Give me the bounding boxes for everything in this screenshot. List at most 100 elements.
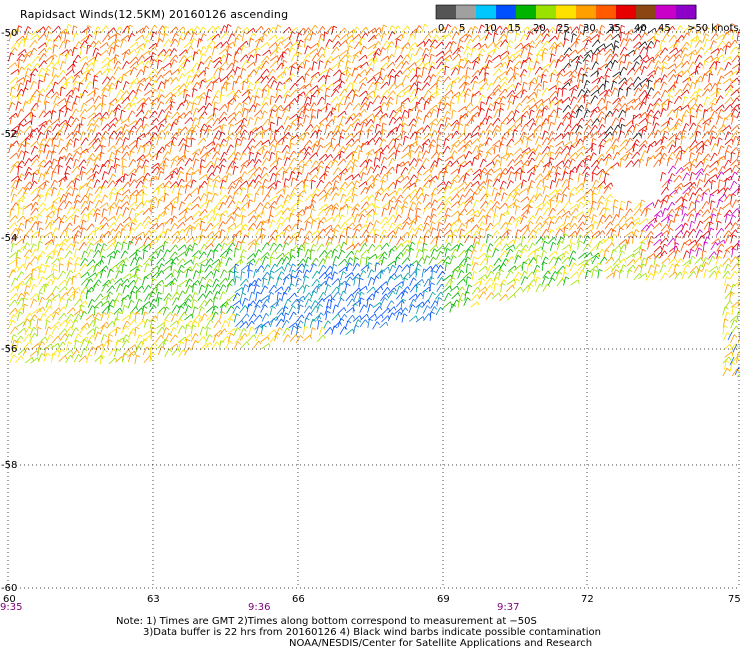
wind-barb-flag — [503, 33, 507, 38]
wind-barb-flag — [519, 54, 522, 59]
wind-barb-flag — [280, 74, 284, 79]
wind-barb — [611, 80, 614, 90]
wind-barb-flag — [39, 74, 44, 77]
wind-barb — [689, 90, 697, 99]
wind-barb — [92, 47, 97, 57]
wind-barb — [556, 100, 560, 110]
wind-barb — [351, 67, 356, 77]
wind-barb — [157, 59, 159, 69]
wind-barb — [494, 25, 501, 34]
wind-barb-flag — [587, 67, 591, 71]
wind-barb — [358, 82, 364, 92]
wind-barb-flag — [553, 59, 557, 63]
wind-barb-flag — [135, 56, 139, 61]
wind-barb-flag — [485, 43, 488, 48]
wind-barb — [366, 101, 371, 111]
wind-barb-flag — [283, 59, 288, 63]
wind-barb-flag — [735, 46, 739, 51]
wind-barb-flag — [358, 34, 362, 39]
wind-barb — [324, 95, 327, 105]
wind-barb — [669, 47, 677, 54]
wind-barb — [674, 49, 682, 56]
wind-barb — [79, 109, 86, 118]
wind-barb — [330, 89, 337, 98]
wind-barb — [352, 26, 357, 36]
wind-barb — [443, 58, 447, 68]
wind-barb-flag — [414, 62, 417, 67]
wind-barb-flag — [349, 73, 353, 77]
wind-barb — [604, 33, 611, 42]
wind-barb — [135, 27, 144, 34]
wind-barb — [304, 96, 308, 106]
wind-barb-flag — [123, 73, 127, 77]
wind-barb — [653, 33, 656, 42]
wind-barb-flag — [678, 95, 682, 100]
wind-barb-flag — [448, 33, 452, 38]
wind-barb — [451, 76, 459, 84]
wind-barb-flag — [576, 85, 578, 90]
wind-barb-flag — [608, 89, 612, 93]
wind-barb-flag — [75, 87, 79, 91]
wind-barb — [23, 54, 28, 63]
wind-barb — [240, 45, 244, 55]
wind-barb-flag — [97, 26, 101, 30]
wind-barb — [442, 102, 448, 111]
wind-barb-flag — [285, 79, 290, 83]
wind-barb — [563, 47, 570, 56]
wind-barb-flag — [451, 90, 454, 95]
wind-barb — [618, 53, 624, 62]
wind-barb-flag — [329, 67, 333, 72]
wind-barb — [638, 41, 646, 49]
wind-barb — [358, 109, 365, 117]
wind-barb — [59, 61, 64, 70]
wind-barb-flag — [84, 40, 88, 44]
wind-barb-flag — [335, 89, 339, 94]
wind-barb-flag — [197, 95, 201, 100]
wind-barb — [113, 54, 116, 64]
wind-barb — [57, 98, 66, 105]
wind-barb — [206, 60, 211, 69]
wind-barb-flag — [664, 61, 668, 65]
wind-barb — [179, 49, 187, 57]
wind-barb — [470, 75, 477, 84]
wind-barb-flag — [428, 33, 432, 38]
wind-barb-flag — [472, 47, 477, 51]
wind-barb-flag — [717, 23, 722, 27]
wind-barb — [136, 103, 143, 112]
wind-barb — [345, 73, 351, 82]
wind-barb — [296, 32, 300, 42]
wind-barb — [680, 47, 686, 56]
wind-barb-flag — [18, 93, 23, 96]
wind-barb-flag — [650, 87, 655, 91]
wind-barb — [233, 51, 236, 61]
wind-barb-flag — [454, 26, 458, 30]
wind-barb — [605, 101, 608, 111]
wind-barb — [647, 27, 656, 34]
wind-barb-flag — [418, 109, 423, 113]
wind-barb — [100, 111, 107, 120]
wind-barb-flag — [418, 25, 423, 29]
wind-barb-flag — [449, 54, 452, 59]
wind-barb — [113, 44, 116, 54]
wind-barb — [345, 54, 350, 64]
wind-barb — [624, 54, 627, 64]
wind-barb-flag — [225, 32, 229, 37]
wind-barb-flag — [191, 28, 194, 33]
wind-barb — [528, 77, 535, 85]
wind-barb-flag — [72, 69, 75, 74]
wind-barb — [526, 97, 534, 104]
wind-barb — [323, 46, 327, 56]
wind-barb — [317, 75, 325, 83]
wind-barb — [269, 104, 276, 112]
wind-barb — [170, 76, 177, 85]
wind-barb — [227, 97, 235, 104]
wind-barb-flag — [89, 81, 93, 85]
wind-barb-flag — [475, 60, 479, 64]
wind-barb-flag — [441, 56, 445, 61]
wind-barb — [339, 95, 345, 104]
wind-barb-flag — [307, 27, 312, 32]
wind-barb — [170, 38, 176, 47]
wind-barb — [127, 33, 133, 42]
wind-barb-flag — [507, 50, 510, 55]
wind-barb — [330, 46, 338, 55]
